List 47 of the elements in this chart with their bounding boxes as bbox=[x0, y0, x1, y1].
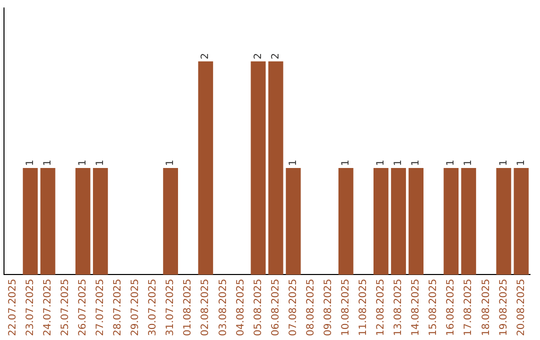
x-tick-label: 05.08.2025 bbox=[252, 278, 264, 336]
x-tick-label: 12.08.2025 bbox=[376, 278, 387, 336]
data-label: 2 bbox=[270, 52, 282, 60]
data-label: 1 bbox=[165, 160, 176, 166]
data-label: 1 bbox=[393, 160, 404, 166]
data-label: 1 bbox=[376, 160, 387, 166]
x-tick-label: 20.08.2025 bbox=[516, 278, 527, 336]
data-label: 1 bbox=[95, 160, 106, 166]
x-tick-label: 08.08.2025 bbox=[305, 278, 316, 336]
data-label: 1 bbox=[516, 160, 527, 166]
x-tick-label: 15.08.2025 bbox=[428, 278, 440, 336]
x-tick-label: 10.08.2025 bbox=[340, 278, 352, 336]
x-tick-label: 18.08.2025 bbox=[480, 278, 492, 336]
x-tick-label: 11.08.2025 bbox=[358, 278, 370, 336]
x-tick-label: 28.07.2025 bbox=[112, 278, 124, 336]
x-tick-label: 07.08.2025 bbox=[288, 278, 299, 336]
data-label: 1 bbox=[410, 160, 422, 166]
x-tick-label: 06.08.2025 bbox=[270, 278, 282, 336]
x-tick-label: 27.07.2025 bbox=[95, 278, 106, 336]
data-label: 2 bbox=[200, 52, 212, 60]
x-tick-label: 16.08.2025 bbox=[446, 278, 457, 336]
x-tick-label: 04.08.2025 bbox=[235, 278, 246, 336]
data-label: 1 bbox=[446, 160, 457, 166]
data-label: 1 bbox=[77, 160, 88, 166]
data-label: 1 bbox=[24, 160, 36, 166]
x-tick-label: 26.07.2025 bbox=[77, 278, 88, 336]
data-label: 1 bbox=[42, 160, 54, 166]
x-tick-label: 19.08.2025 bbox=[498, 278, 510, 336]
x-tick-label: 17.08.2025 bbox=[463, 278, 474, 336]
x-tick-label: 01.08.2025 bbox=[182, 278, 194, 336]
x-tick-label: 30.07.2025 bbox=[148, 278, 159, 336]
x-tick-label: 25.07.2025 bbox=[60, 278, 71, 336]
data-label: 1 bbox=[340, 160, 352, 166]
x-tick-label: 31.07.2025 bbox=[165, 278, 176, 336]
x-tick-label: 13.08.2025 bbox=[393, 278, 404, 336]
data-label: 2 bbox=[252, 52, 264, 60]
x-tick-label: 22.07.2025 bbox=[7, 278, 18, 336]
x-tick-label: 14.08.2025 bbox=[410, 278, 422, 336]
x-tick-label: 09.08.2025 bbox=[322, 278, 334, 336]
data-label: 1 bbox=[463, 160, 474, 166]
x-tick-label: 03.08.2025 bbox=[218, 278, 229, 336]
x-tick-label: 23.07.2025 bbox=[24, 278, 36, 336]
x-tick-label: 29.07.2025 bbox=[130, 278, 142, 336]
data-label: 1 bbox=[498, 160, 510, 166]
data-label: 1 bbox=[288, 160, 299, 166]
x-tick-label: 24.07.2025 bbox=[42, 278, 54, 336]
x-tick-label: 02.08.2025 bbox=[200, 278, 212, 336]
